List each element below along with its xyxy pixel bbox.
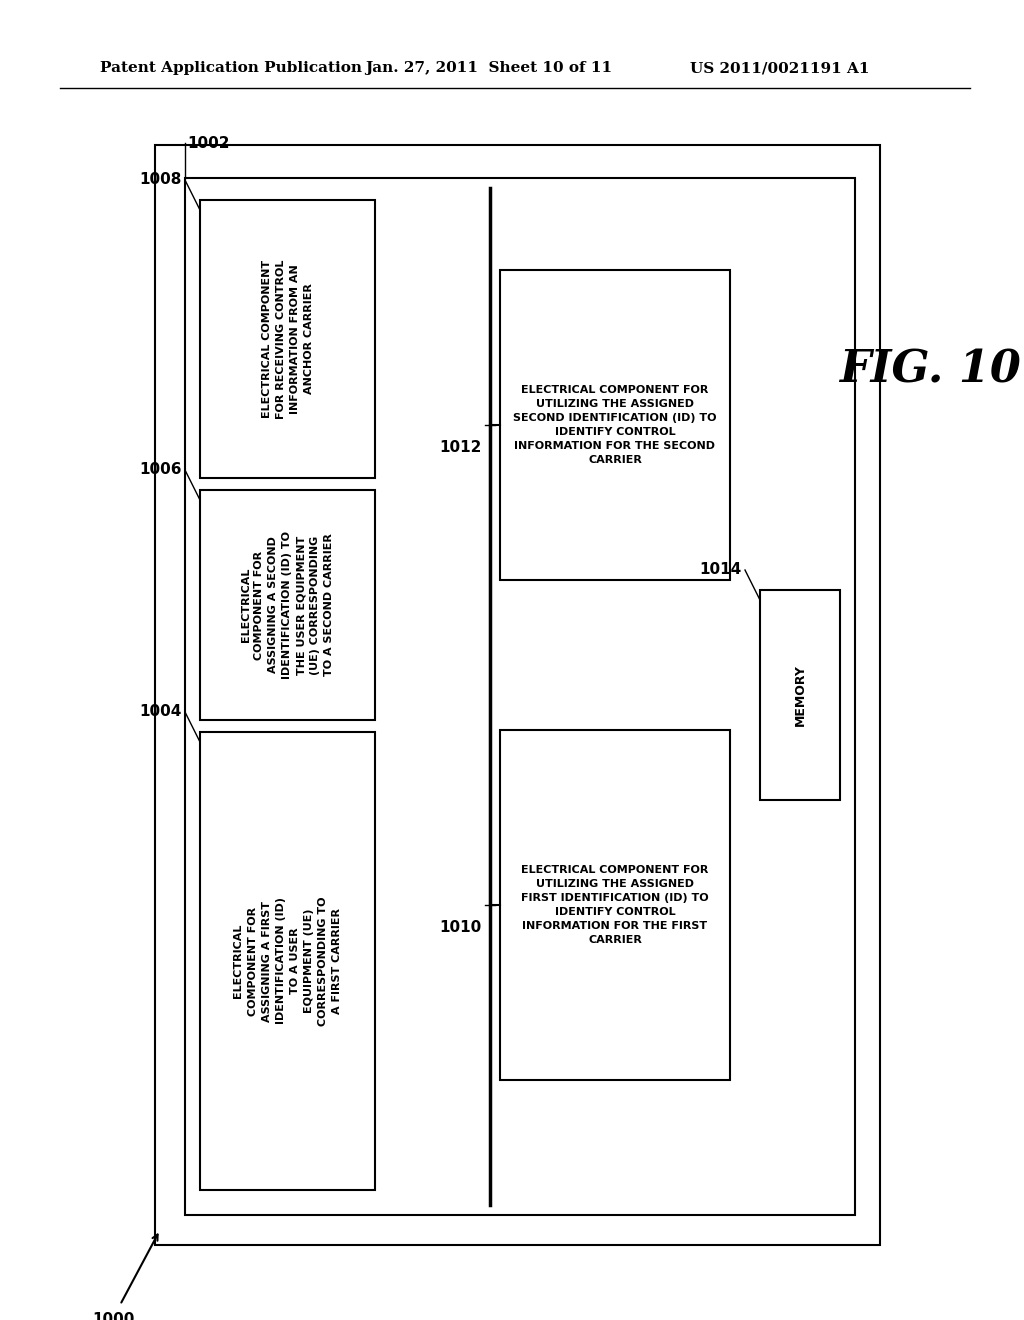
Bar	[500, 271, 730, 579]
Text: MEMORY: MEMORY	[794, 664, 807, 726]
Bar	[185, 178, 855, 1214]
Text: 1014: 1014	[699, 562, 742, 577]
Text: 1010: 1010	[439, 920, 482, 935]
Text: 1004: 1004	[139, 704, 182, 719]
Text: ELECTRICAL COMPONENT
FOR RECEIVING CONTROL
INFORMATION FROM AN
ANCHOR CARRIER: ELECTRICAL COMPONENT FOR RECEIVING CONTR…	[261, 259, 313, 418]
Bar	[200, 201, 375, 478]
Text: FIG. 10: FIG. 10	[839, 348, 1021, 392]
Text: 1012: 1012	[439, 440, 482, 455]
Bar	[760, 590, 840, 800]
Text: Jan. 27, 2011  Sheet 10 of 11: Jan. 27, 2011 Sheet 10 of 11	[365, 61, 612, 75]
Text: 1006: 1006	[139, 462, 182, 477]
Text: ELECTRICAL COMPONENT FOR
UTILIZING THE ASSIGNED
FIRST IDENTIFICATION (ID) TO
IDE: ELECTRICAL COMPONENT FOR UTILIZING THE A…	[521, 865, 709, 945]
Bar	[200, 490, 375, 719]
Text: ELECTRICAL COMPONENT FOR
UTILIZING THE ASSIGNED
SECOND IDENTIFICATION (ID) TO
ID: ELECTRICAL COMPONENT FOR UTILIZING THE A…	[513, 385, 717, 465]
Bar	[200, 733, 375, 1191]
Text: ELECTRICAL
COMPONENT FOR
ASSIGNING A SECOND
IDENTIFICATION (ID) TO
THE USER EQUI: ELECTRICAL COMPONENT FOR ASSIGNING A SEC…	[241, 531, 335, 678]
Bar	[500, 730, 730, 1080]
Text: 1000: 1000	[92, 1312, 134, 1320]
Text: US 2011/0021191 A1: US 2011/0021191 A1	[690, 61, 869, 75]
Text: 1008: 1008	[139, 172, 182, 187]
Text: ELECTRICAL
COMPONENT FOR
ASSIGNING A FIRST
IDENTIFICATION (ID)
TO A USER
EQUIPME: ELECTRICAL COMPONENT FOR ASSIGNING A FIR…	[233, 896, 341, 1026]
Text: 1002: 1002	[187, 136, 229, 150]
Bar	[155, 145, 880, 1245]
Text: Patent Application Publication: Patent Application Publication	[100, 61, 362, 75]
